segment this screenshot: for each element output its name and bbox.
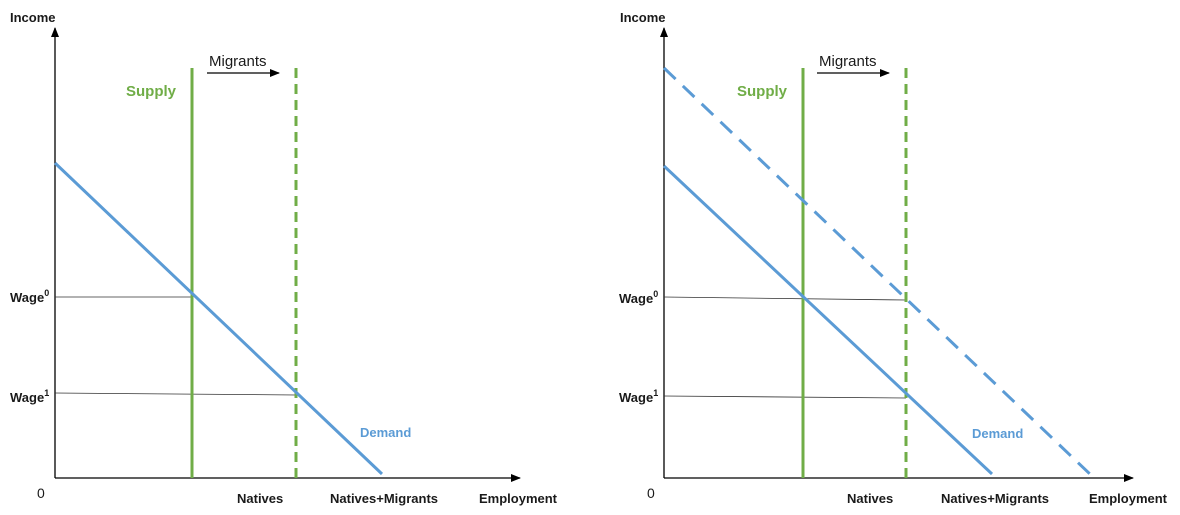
- x-tick-natives-migrants: Natives+Migrants: [330, 491, 438, 506]
- migrants-label: Migrants: [209, 53, 267, 70]
- demand-curve: [53, 161, 384, 476]
- panel-left: Income Employment 0 Supply Demand Migran…: [10, 10, 558, 506]
- origin-label: 0: [37, 485, 45, 501]
- x-tick-natives: Natives: [237, 491, 283, 506]
- origin-label: 0: [647, 485, 655, 501]
- wage0-label: Wage0: [10, 288, 49, 305]
- wage1-line: [663, 395, 907, 399]
- wage1-label: Wage1: [10, 388, 49, 405]
- demand-label: Demand: [972, 426, 1023, 441]
- migrants-label: Migrants: [819, 53, 877, 70]
- panel-right: Income Employment 0 Supply Demand Migran…: [619, 10, 1168, 506]
- y-axis-label: Income: [10, 10, 56, 25]
- supply-label: Supply: [126, 83, 177, 100]
- demand-label: Demand: [360, 425, 411, 440]
- y-axis-label: Income: [620, 10, 666, 25]
- wage0-label: Wage0: [619, 289, 658, 306]
- x-tick-natives-migrants: Natives+Migrants: [941, 491, 1049, 506]
- x-tick-natives: Natives: [847, 491, 893, 506]
- wage0-line: [663, 296, 907, 301]
- wage1-label: Wage1: [619, 388, 658, 405]
- demand-curve-shifted: [662, 66, 1094, 478]
- supply-label: Supply: [737, 83, 788, 100]
- x-axis-label: Employment: [479, 491, 558, 506]
- x-axis-label: Employment: [1089, 491, 1168, 506]
- wage1-line: [54, 392, 297, 396]
- demand-curve: [662, 164, 994, 476]
